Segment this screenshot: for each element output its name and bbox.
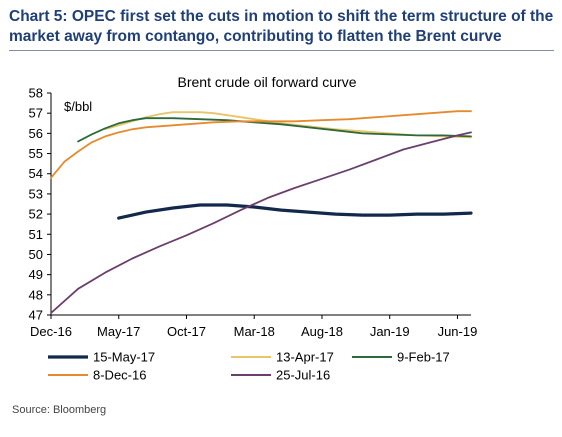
series-line-9-feb-17	[77, 117, 472, 143]
x-tick-label: Jun-19	[438, 324, 478, 339]
line-chart: Brent crude oil forward curve $/bbl 47 48…	[29, 74, 478, 383]
plot-title: Brent crude oil forward curve	[178, 74, 357, 90]
legend-label: 8-Dec-16	[93, 368, 146, 383]
x-tick-label: Aug-18	[301, 324, 343, 339]
y-tick-label: 58	[29, 86, 43, 101]
y-tick-label: 49	[29, 267, 43, 282]
source-note: Source: Bloomberg	[12, 404, 107, 416]
x-axis-ticks: Dec-16 May-17 Oct-17 Mar-18 Aug-18 Jan-19 Jun-…	[30, 315, 477, 339]
y-tick-label: 57	[29, 106, 43, 121]
x-tick-label: Dec-16	[30, 324, 72, 339]
legend-label: 15-May-17	[93, 350, 155, 365]
y-axis-ticks: 47 48 49 50 51 52 53 54 55 56 57 58	[29, 86, 51, 323]
x-tick-label: Oct-17	[167, 324, 206, 339]
y-tick-label: 50	[29, 247, 43, 262]
series-line-13-apr-17	[104, 111, 472, 139]
series-line-15-may-17	[117, 203, 473, 220]
x-tick-label: Jan-19	[370, 324, 410, 339]
y-tick-label: 52	[29, 207, 43, 222]
legend-label: 9-Feb-17	[397, 350, 450, 365]
y-axis-label: $/bbl	[64, 99, 92, 114]
y-tick-label: 48	[29, 287, 43, 302]
y-tick-label: 54	[29, 166, 43, 181]
y-tick-label: 55	[29, 146, 43, 161]
x-tick-label: May-17	[97, 324, 140, 339]
y-tick-label: 51	[29, 227, 43, 242]
y-tick-label: 56	[29, 126, 43, 141]
legend-label: 25-Jul-16	[276, 368, 330, 383]
series-lines	[50, 110, 473, 314]
x-tick-label: Mar-18	[234, 324, 275, 339]
legend-label: 13-Apr-17	[276, 350, 334, 365]
y-tick-label: 47	[29, 308, 43, 323]
legend: 15-May-17 13-Apr-17 9-Feb-17 8-Dec-16 25-Jul…	[48, 350, 450, 383]
title-divider	[9, 50, 554, 51]
series-line-8-dec-16	[50, 110, 472, 179]
series-line-25-jul-16	[50, 131, 472, 314]
chart-title-heading: Chart 5: OPEC first set the cuts in moti…	[9, 8, 554, 45]
y-tick-label: 53	[29, 186, 43, 201]
